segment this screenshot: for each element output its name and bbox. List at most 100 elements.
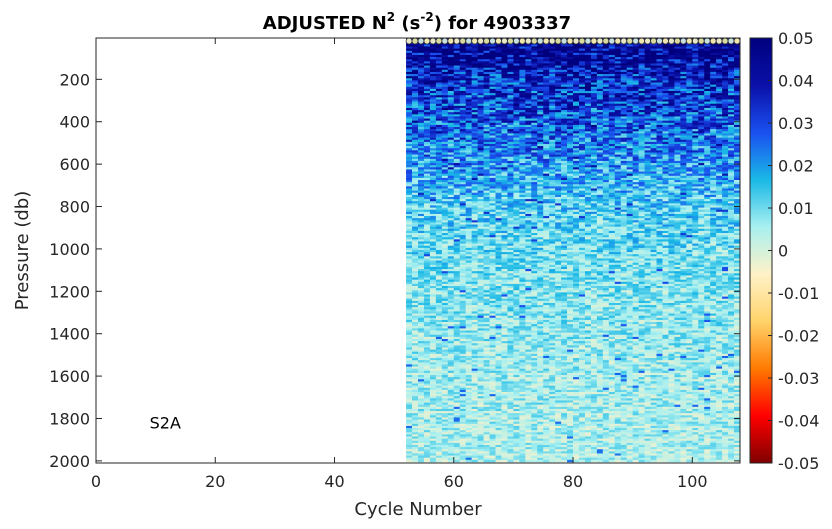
heatmap-cell xyxy=(513,419,520,422)
heatmap-cell xyxy=(531,124,538,128)
heatmap-cell xyxy=(513,188,520,191)
heatmap-cell xyxy=(471,103,478,107)
heatmap-cell xyxy=(501,370,508,374)
heatmap-cell xyxy=(435,421,443,425)
heatmap-cell xyxy=(507,334,514,338)
heatmap-cell xyxy=(519,95,526,98)
heatmap-cell xyxy=(459,398,466,401)
heatmap-cell xyxy=(429,245,437,249)
heatmap-cell xyxy=(406,71,413,75)
heatmap-cell xyxy=(507,396,514,399)
heatmap-cell xyxy=(501,425,508,429)
heatmap-cell xyxy=(531,158,538,162)
heatmap-cell xyxy=(483,224,490,227)
heatmap-cell xyxy=(406,421,413,425)
heatmap-cell xyxy=(513,93,520,96)
heatmap-cell xyxy=(513,423,520,427)
heatmap-cell xyxy=(453,319,461,323)
heatmap-cell xyxy=(513,118,520,121)
heatmap-cell xyxy=(489,110,496,113)
heatmap-cell xyxy=(459,353,466,357)
heatmap-cell xyxy=(477,230,484,234)
heatmap-cell xyxy=(441,203,449,206)
heatmap-cell xyxy=(519,296,526,300)
heatmap-cell xyxy=(471,46,478,49)
heatmap-cell xyxy=(441,84,449,88)
heatmap-cell xyxy=(477,368,484,372)
heatmap-cell xyxy=(435,171,443,174)
heatmap-cell xyxy=(501,402,508,406)
heatmap-cell xyxy=(423,63,431,66)
heatmap-cell xyxy=(549,385,556,389)
heatmap-cell xyxy=(489,440,496,444)
heatmap-cell xyxy=(412,50,419,54)
heatmap-cell xyxy=(519,213,526,217)
heatmap-cell xyxy=(483,177,490,181)
heatmap-cell xyxy=(525,383,532,386)
heatmap-cell xyxy=(441,146,449,149)
heatmap-cell xyxy=(471,84,478,88)
heatmap-cell xyxy=(489,358,496,361)
heatmap-cell xyxy=(549,245,556,249)
heatmap-cell xyxy=(513,243,520,247)
heatmap-cell xyxy=(501,78,508,81)
heatmap-cell xyxy=(406,254,413,257)
heatmap-cell xyxy=(507,279,514,283)
heatmap-cell xyxy=(495,216,502,219)
heatmap-cell xyxy=(495,139,502,143)
heatmap-cell xyxy=(483,103,490,107)
heatmap-cell xyxy=(412,421,419,425)
heatmap-cell xyxy=(489,199,496,202)
heatmap-cell xyxy=(531,451,538,454)
heatmap-cell xyxy=(429,394,437,397)
heatmap-cell xyxy=(501,385,508,389)
heatmap-cell xyxy=(459,97,466,100)
heatmap-cell xyxy=(501,112,508,115)
heatmap-cell xyxy=(477,129,484,132)
heatmap-cell xyxy=(418,184,425,187)
heatmap-cell xyxy=(501,63,508,66)
heatmap-cell xyxy=(441,110,449,113)
heatmap-cell xyxy=(543,455,550,458)
heatmap-cell xyxy=(418,67,425,71)
heatmap-cell xyxy=(531,228,538,232)
heatmap-cell xyxy=(441,305,449,308)
heatmap-cell xyxy=(412,324,419,327)
heatmap-cell xyxy=(507,305,514,308)
heatmap-cell xyxy=(441,406,449,410)
heatmap-cell xyxy=(429,184,437,187)
heatmap-cell xyxy=(465,133,472,136)
heatmap-cell xyxy=(406,116,413,119)
heatmap-cell xyxy=(459,302,466,306)
heatmap-cell xyxy=(549,326,556,329)
heatmap-cell xyxy=(435,309,443,312)
heatmap-cell xyxy=(412,279,419,283)
heatmap-cell xyxy=(489,209,496,213)
heatmap-cell xyxy=(513,226,520,230)
heatmap-cell xyxy=(441,413,449,416)
heatmap-cell xyxy=(477,46,484,49)
heatmap-cell xyxy=(412,442,419,446)
heatmap-cell xyxy=(423,95,431,98)
heatmap-cell xyxy=(429,315,437,319)
heatmap-cell xyxy=(507,245,514,249)
heatmap-cell xyxy=(495,78,502,81)
heatmap-cell xyxy=(513,135,520,138)
heatmap-cell xyxy=(507,163,514,166)
heatmap-cell xyxy=(418,93,425,96)
heatmap-cell xyxy=(501,423,508,427)
heatmap-cell xyxy=(471,411,478,414)
heatmap-cell xyxy=(459,143,466,147)
heatmap-cell xyxy=(435,313,443,316)
heatmap-cell xyxy=(447,160,455,164)
heatmap-cell xyxy=(525,150,532,153)
heatmap-cell xyxy=(549,69,556,73)
heatmap-cell xyxy=(483,239,490,242)
heatmap-cell xyxy=(465,258,472,261)
heatmap-cell xyxy=(465,453,472,456)
heatmap-cell xyxy=(495,296,502,300)
heatmap-cell xyxy=(525,391,532,395)
heatmap-cell xyxy=(406,114,413,117)
heatmap-cell xyxy=(459,438,466,442)
heatmap-cell xyxy=(507,328,514,331)
